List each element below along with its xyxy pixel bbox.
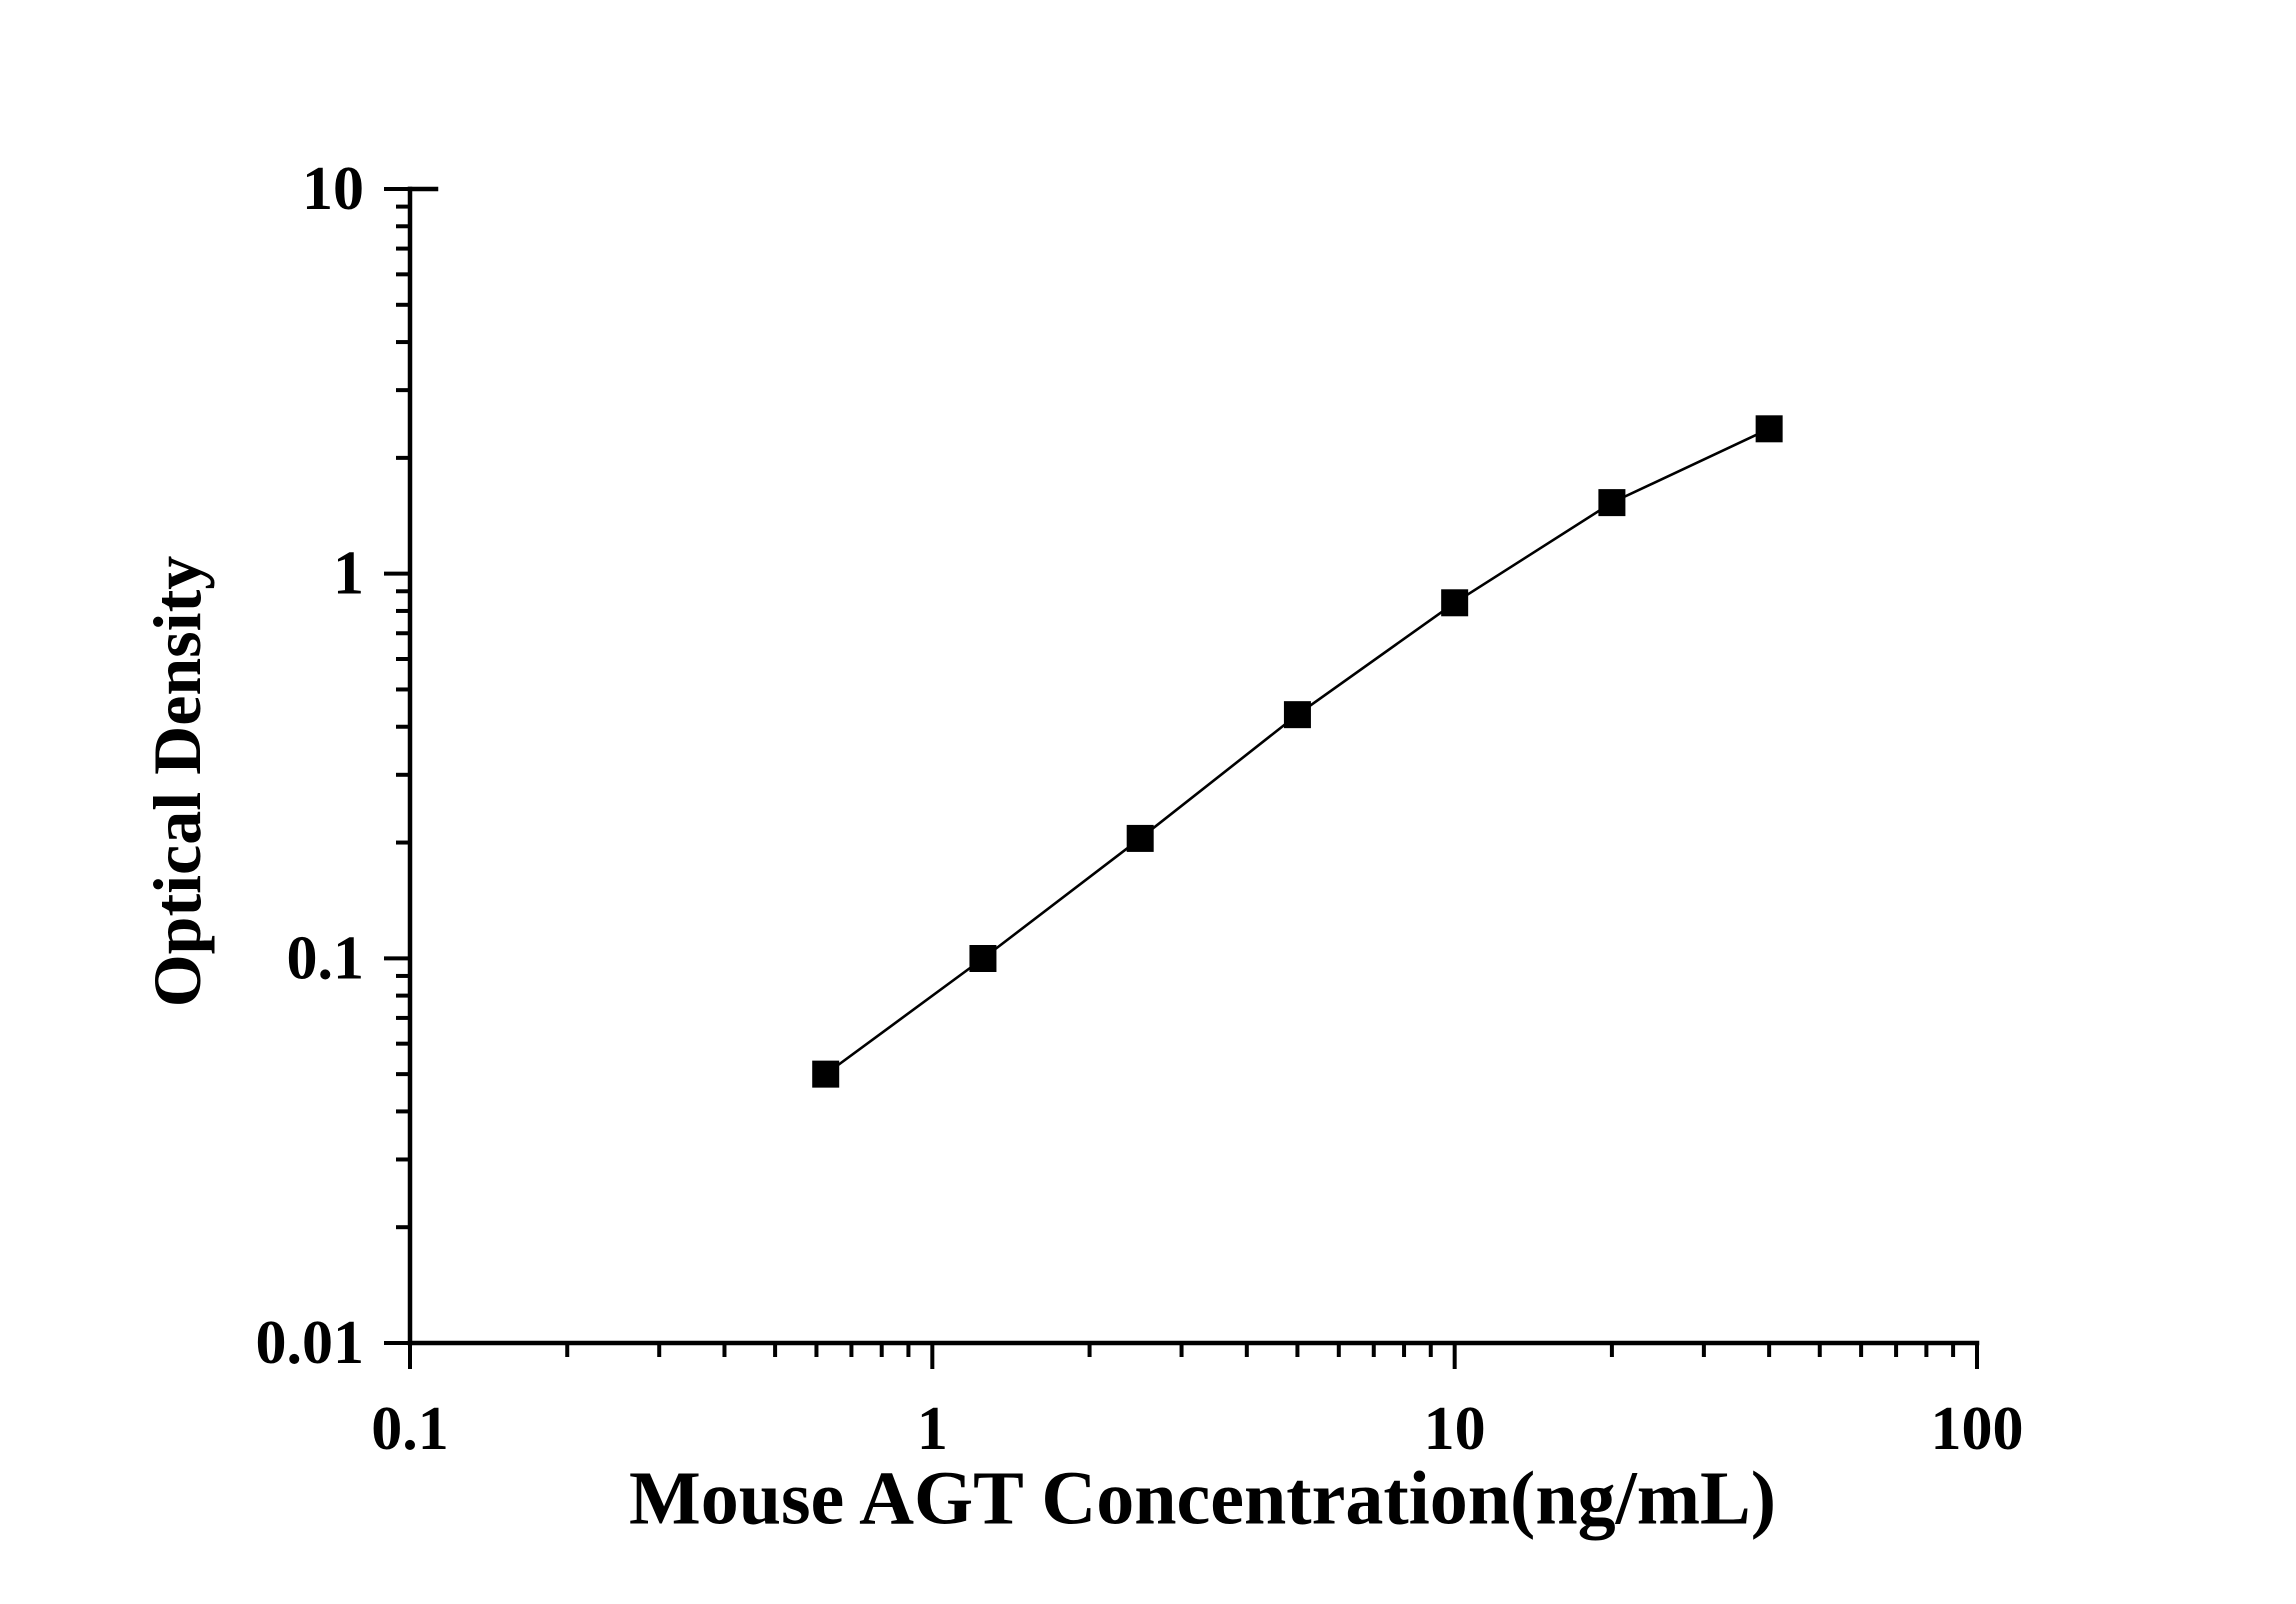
svg-text:0.01: 0.01 — [256, 1309, 365, 1377]
svg-text:1: 1 — [333, 540, 364, 608]
svg-text:0.1: 0.1 — [371, 1395, 449, 1463]
svg-text:1: 1 — [917, 1395, 948, 1463]
svg-text:100: 100 — [1931, 1395, 2024, 1463]
svg-text:Mouse AGT Concentration(ng/mL): Mouse AGT Concentration(ng/mL) — [629, 1457, 1776, 1541]
svg-text:0.1: 0.1 — [287, 924, 365, 992]
svg-text:Optical Density: Optical Density — [139, 556, 215, 1007]
svg-text:10: 10 — [302, 155, 364, 223]
svg-text:10: 10 — [1424, 1395, 1486, 1463]
